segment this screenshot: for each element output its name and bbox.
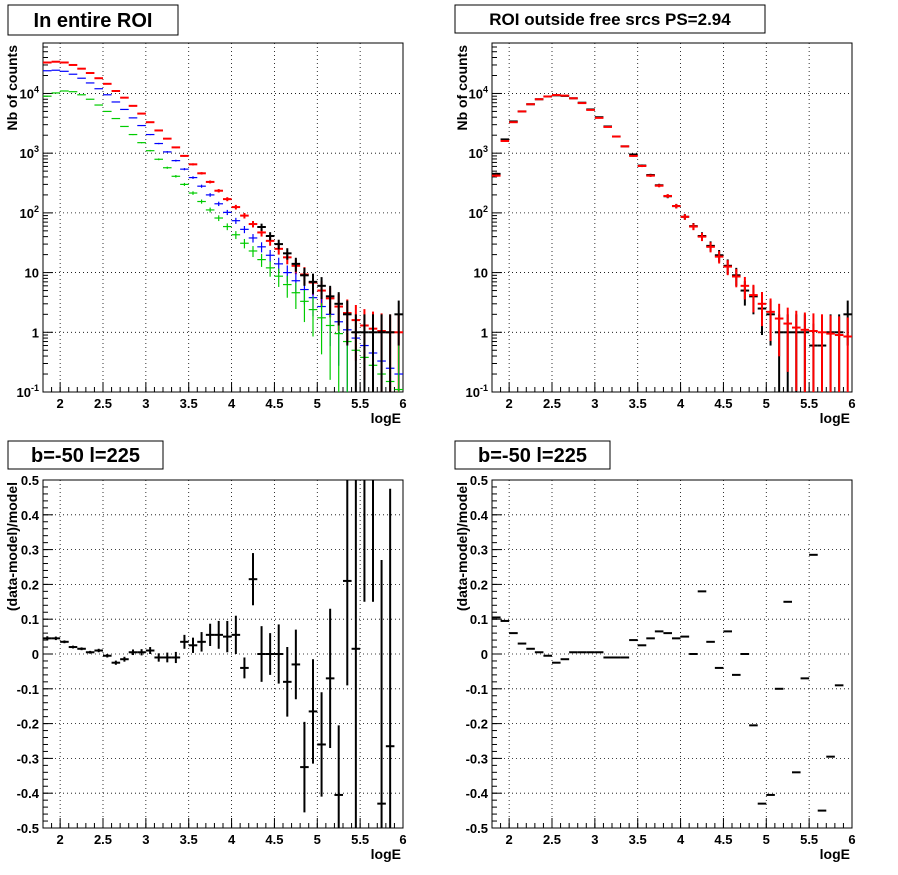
y-tick-label: -0.4 bbox=[466, 786, 489, 801]
y-tick-label: 10-1 bbox=[466, 383, 488, 400]
y-tick-label: -0.2 bbox=[17, 717, 39, 732]
x-tick-label: 4 bbox=[677, 832, 685, 847]
chart-panel-4: b=-50 l=225 2 2.5 3 3.5 4 4.5 5 5.5 6 -0.5 -0.4 -0.3… bbox=[454, 440, 856, 862]
plot-frame bbox=[491, 42, 853, 393]
y-tick-label: 0.1 bbox=[21, 612, 39, 627]
x-tick-label: 4 bbox=[677, 396, 685, 411]
x-tick-label: 4 bbox=[228, 832, 236, 847]
x-tick-label: 3 bbox=[142, 832, 149, 847]
x-tick-label: 3.5 bbox=[629, 832, 647, 847]
y-tick-label: -0.1 bbox=[17, 682, 39, 697]
chart-title-box bbox=[454, 4, 766, 34]
y-tick-label: 0.2 bbox=[470, 577, 488, 592]
series-2 bbox=[492, 94, 852, 392]
x-tick-label: 6 bbox=[399, 832, 406, 847]
y-tick-label: 102 bbox=[20, 204, 39, 221]
y-tick-label: -0.5 bbox=[17, 821, 39, 836]
chart-title: b=-50 l=225 bbox=[478, 445, 587, 467]
chart-title-box bbox=[454, 440, 611, 470]
x-tick-label: 4.5 bbox=[265, 396, 283, 411]
y-tick-label: 0 bbox=[481, 647, 488, 662]
y-tick-label: -0.1 bbox=[466, 682, 488, 697]
x-tick-label: 5 bbox=[763, 396, 770, 411]
x-tick-label: 6 bbox=[848, 832, 855, 847]
x-tick-label: 5 bbox=[314, 832, 321, 847]
x-tick-label: 3.5 bbox=[629, 396, 647, 411]
x-tick-label: 2 bbox=[57, 396, 64, 411]
x-tick-label: 2 bbox=[506, 396, 513, 411]
x-axis-label: logE bbox=[820, 410, 850, 426]
chart-title-box bbox=[7, 440, 164, 470]
y-tick-label: 0.3 bbox=[470, 543, 488, 558]
x-tick-label: 3.5 bbox=[180, 396, 198, 411]
y-tick-label: 0.4 bbox=[21, 508, 40, 523]
x-axis-label: logE bbox=[371, 846, 401, 862]
y-tick-label: 1 bbox=[32, 325, 39, 340]
y-tick-label: 102 bbox=[469, 204, 488, 221]
y-tick-label: 1 bbox=[481, 325, 488, 340]
chart-title: b=-50 l=225 bbox=[31, 445, 140, 467]
x-tick-label: 6 bbox=[848, 396, 855, 411]
series-1 bbox=[492, 94, 852, 392]
x-axis-label: logE bbox=[820, 846, 850, 862]
x-tick-label: 5.5 bbox=[351, 396, 369, 411]
series-2 bbox=[43, 69, 403, 392]
chart-title: In entire ROI bbox=[34, 10, 153, 32]
y-tick-label: -0.3 bbox=[466, 751, 488, 766]
x-tick-label: 2.5 bbox=[94, 396, 112, 411]
chart-title: ROI outside free srcs PS=2.94 bbox=[489, 10, 731, 29]
chart-panel-3: b=-50 l=225 2 2.5 3 3.5 4 4.5 5 5.5 6 -0.5 -0.4 -0.3… bbox=[4, 440, 407, 862]
x-tick-label: 2 bbox=[506, 832, 513, 847]
x-tick-label: 3 bbox=[591, 396, 598, 411]
x-tick-label: 6 bbox=[399, 396, 406, 411]
y-tick-label: 104 bbox=[20, 84, 39, 101]
x-axis-label: logE bbox=[371, 410, 401, 426]
y-tick-label: 0.1 bbox=[470, 612, 488, 627]
y-tick-label: -0.2 bbox=[466, 717, 488, 732]
y-tick-label: 0.5 bbox=[21, 473, 39, 488]
x-tick-label: 4.5 bbox=[265, 832, 283, 847]
y-axis-label: (data-model)/model bbox=[454, 482, 470, 611]
x-tick-label: 3.5 bbox=[180, 832, 198, 847]
y-tick-label: 0.5 bbox=[470, 473, 488, 488]
y-axis-label: (data-model)/model bbox=[4, 482, 20, 611]
series-1 bbox=[43, 480, 395, 828]
x-tick-label: 5 bbox=[763, 832, 770, 847]
series-1 bbox=[492, 553, 844, 812]
x-tick-label: 3 bbox=[591, 832, 598, 847]
series-4 bbox=[257, 223, 403, 392]
chart-title-box bbox=[7, 4, 179, 36]
y-tick-label: -0.4 bbox=[17, 786, 40, 801]
chart-panel-2: ROI outside free srcs PS=2.94 2 2.5 3 3.5 4 4.… bbox=[454, 4, 856, 426]
y-axis-label: Nb of counts bbox=[454, 45, 470, 131]
y-tick-label: 103 bbox=[20, 144, 39, 161]
x-tick-label: 4 bbox=[228, 396, 236, 411]
y-tick-label: 0 bbox=[32, 647, 39, 662]
y-tick-label: 104 bbox=[469, 84, 488, 101]
y-tick-label: 10 bbox=[25, 266, 39, 281]
x-tick-label: 5.5 bbox=[800, 396, 818, 411]
y-tick-label: -0.5 bbox=[466, 821, 488, 836]
y-tick-label: 103 bbox=[469, 144, 488, 161]
series-3 bbox=[43, 90, 403, 392]
x-tick-label: 4.5 bbox=[714, 396, 732, 411]
y-tick-label: 0.2 bbox=[21, 577, 39, 592]
x-tick-label: 5 bbox=[314, 396, 321, 411]
x-tick-label: 2.5 bbox=[543, 396, 561, 411]
x-tick-label: 4.5 bbox=[714, 832, 732, 847]
y-tick-label: 10-1 bbox=[17, 383, 39, 400]
y-tick-label: 0.4 bbox=[470, 508, 489, 523]
chart-panel-1: In entire ROI 2 2.5 3 3.5 4 4.5 5 5.5 6 10-1 1 10 102… bbox=[4, 4, 407, 426]
y-axis-label: Nb of counts bbox=[4, 45, 20, 131]
y-tick-label: -0.3 bbox=[17, 751, 39, 766]
x-tick-label: 2.5 bbox=[543, 832, 561, 847]
x-tick-label: 5.5 bbox=[800, 832, 818, 847]
y-tick-label: 10 bbox=[474, 266, 488, 281]
x-tick-label: 5.5 bbox=[351, 832, 369, 847]
x-tick-label: 2.5 bbox=[94, 832, 112, 847]
x-tick-label: 2 bbox=[57, 832, 64, 847]
y-tick-label: 0.3 bbox=[21, 543, 39, 558]
x-tick-label: 3 bbox=[142, 396, 149, 411]
